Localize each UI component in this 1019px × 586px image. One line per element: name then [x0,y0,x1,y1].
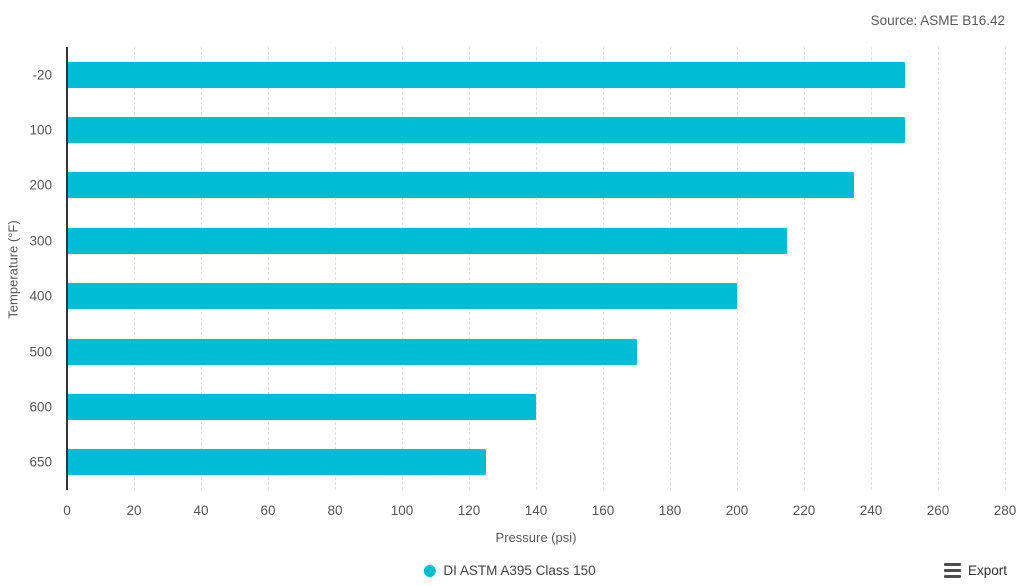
legend-marker-icon [423,564,436,577]
gridline-x-100 [402,47,403,490]
gridline-x-60 [268,47,269,490]
x-tick-label-240: 240 [859,503,883,518]
x-axis-tick-labels: 0 20 40 60 80 100 120 140 160 180 200 220 240 260 280 [63,503,1016,521]
menu-icon [943,563,961,578]
plot-area [66,47,1006,490]
y-category-label--20: -20 [32,67,52,83]
bar-600F[interactable] [67,393,536,420]
gridline-x-80 [335,47,336,490]
x-tick-label-180: 180 [658,503,682,518]
bar-100F[interactable] [67,117,905,144]
bar-650F[interactable] [67,449,486,476]
bar--20F[interactable] [67,61,905,88]
y-axis-title: Temperature (°F) [5,220,21,319]
bar-400F[interactable] [67,283,737,310]
x-axis-title: Pressure (psi) [495,530,577,545]
legend-label: DI ASTM A395 Class 150 [443,563,596,578]
gridline-x-140 [536,47,537,490]
y-category-label-500: 500 [29,344,52,360]
export-button-label: Export [967,563,1007,578]
x-tick-label-100: 100 [390,503,414,518]
y-category-label-400: 400 [29,288,52,304]
x-tick-label-160: 160 [591,503,615,518]
y-axis-category-labels: -20 100 200 300 400 500 600 650 [0,47,56,490]
gridline-x-200 [737,47,738,490]
y-category-label-650: 650 [29,454,52,470]
bar-300F[interactable] [67,227,788,254]
gridline-x-180 [670,47,671,490]
y-category-label-200: 200 [29,177,52,193]
x-tick-label-0: 0 [63,503,71,518]
gridline-x-20 [134,47,135,490]
gridline-x-280 [1005,47,1006,490]
gridline-x-120 [469,47,470,490]
y-category-label-600: 600 [29,399,52,415]
x-tick-label-80: 80 [327,503,343,518]
bar-200F[interactable] [67,172,855,199]
source-annotation: Source: ASME B16.42 [870,13,1005,28]
gridline-x-260 [938,47,939,490]
gridline-x-40 [201,47,202,490]
x-tick-label-20: 20 [126,503,142,518]
gridline-x-240 [871,47,872,490]
legend-item-di-astm-a395-class-150[interactable]: DI ASTM A395 Class 150 [423,563,596,578]
bar-500F[interactable] [67,338,637,365]
export-button[interactable]: Export [940,561,1011,580]
x-tick-label-220: 220 [792,503,816,518]
gridline-x-160 [603,47,604,490]
gridline-x-220 [804,47,805,490]
x-tick-label-260: 260 [926,503,950,518]
x-tick-label-40: 40 [193,503,209,518]
x-tick-label-200: 200 [725,503,749,518]
x-tick-label-280: 280 [993,503,1017,518]
x-tick-label-120: 120 [457,503,481,518]
y-category-label-100: 100 [29,122,52,138]
y-category-label-300: 300 [29,233,52,249]
y-axis-line [66,47,68,490]
x-tick-label-140: 140 [524,503,548,518]
x-tick-label-60: 60 [260,503,276,518]
